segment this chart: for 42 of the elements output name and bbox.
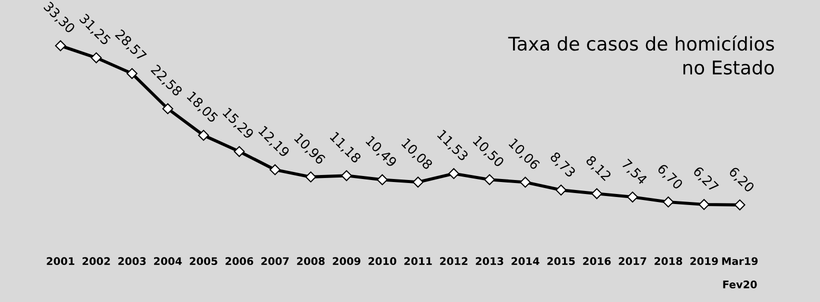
x-tick-label: 2015 <box>547 257 575 266</box>
x-tick-label: 2018 <box>654 257 682 266</box>
x-tick-label: 2008 <box>297 257 325 266</box>
data-label: 6,27 <box>692 166 720 194</box>
point <box>627 192 638 203</box>
x-tick-label: 2012 <box>440 257 468 266</box>
chart-title: Taxa de casos de homicídios no Estado <box>508 35 774 75</box>
point <box>234 146 245 157</box>
x-tick-label: 2016 <box>583 257 611 266</box>
point <box>734 199 746 210</box>
x-tick-label: 2005 <box>190 257 218 266</box>
category-label: Mar19 Fev20 <box>722 257 758 288</box>
point <box>556 184 567 196</box>
point <box>305 171 316 182</box>
x-tick-label: 2011 <box>404 257 432 266</box>
point <box>162 103 174 114</box>
point <box>591 188 602 200</box>
point <box>270 164 280 176</box>
point <box>198 130 209 141</box>
point <box>662 196 674 208</box>
point <box>412 176 424 188</box>
x-tick-label: 2010 <box>368 257 396 266</box>
x-tick-label: 2007 <box>261 257 289 266</box>
x-tick-label: 2009 <box>332 257 360 266</box>
point <box>698 199 710 210</box>
point <box>126 68 138 79</box>
x-tick-label: 2017 <box>618 257 646 266</box>
x-tick-label: 2002 <box>82 257 110 266</box>
x-tick-label: 2001 <box>46 257 74 266</box>
point <box>55 40 66 52</box>
x-tick-label: 2013 <box>476 257 504 266</box>
x-tick-label: 2019 <box>690 257 718 266</box>
point <box>484 174 496 186</box>
point <box>376 174 388 186</box>
x-tick-label: 2003 <box>118 257 146 266</box>
x-tick-label: 2014 <box>512 257 540 266</box>
x-tick-label: 2004 <box>154 257 182 266</box>
x-tick-label: 2006 <box>226 257 254 266</box>
point <box>90 52 102 64</box>
point <box>341 170 352 182</box>
point <box>448 168 460 180</box>
point <box>520 176 531 188</box>
